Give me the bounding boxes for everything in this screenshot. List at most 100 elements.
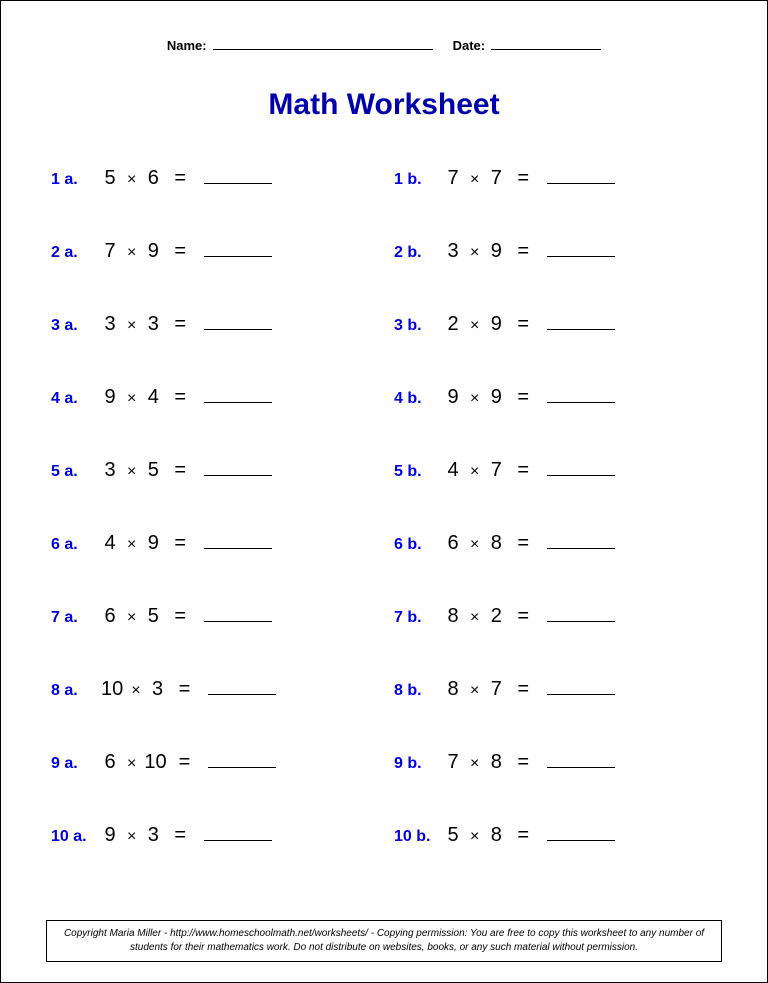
problem-item: 1 a.5×6= — [51, 167, 374, 190]
equals-sign: = — [513, 532, 533, 555]
answer-blank[interactable] — [204, 606, 272, 622]
operand-a: 6 — [444, 532, 462, 555]
copyright-footer: Copyright Maria Miller - http://www.home… — [46, 920, 722, 962]
operand-a: 8 — [444, 605, 462, 628]
answer-blank[interactable] — [547, 752, 615, 768]
operand-b: 3 — [149, 678, 167, 701]
operand-b: 5 — [144, 459, 162, 482]
problem-expression: 6×8= — [444, 532, 615, 555]
operand-b: 10 — [144, 751, 166, 774]
name-field: Name: — [167, 36, 433, 53]
problem-label: 2 b. — [394, 244, 444, 262]
operator-multiply: × — [470, 171, 479, 189]
answer-blank[interactable] — [204, 387, 272, 403]
equals-sign: = — [170, 386, 190, 409]
answer-blank[interactable] — [547, 387, 615, 403]
equals-sign: = — [170, 240, 190, 263]
problem-item: 9 a.6×10= — [51, 751, 374, 774]
equals-sign: = — [170, 459, 190, 482]
problem-expression: 3×3= — [101, 313, 272, 336]
operand-a: 10 — [101, 678, 123, 701]
operand-a: 3 — [101, 459, 119, 482]
answer-blank[interactable] — [204, 241, 272, 257]
operand-a: 9 — [101, 386, 119, 409]
operand-a: 4 — [444, 459, 462, 482]
operand-b: 9 — [144, 532, 162, 555]
equals-sign: = — [513, 313, 533, 336]
answer-blank[interactable] — [547, 168, 615, 184]
problem-label: 7 a. — [51, 609, 101, 627]
problem-item: 10 b.5×8= — [394, 824, 717, 847]
answer-blank[interactable] — [547, 314, 615, 330]
problem-label: 1 a. — [51, 171, 101, 189]
operator-multiply: × — [127, 755, 136, 773]
operand-a: 7 — [444, 751, 462, 774]
answer-blank[interactable] — [204, 168, 272, 184]
problem-label: 6 b. — [394, 536, 444, 554]
operator-multiply: × — [470, 317, 479, 335]
operator-multiply: × — [131, 682, 140, 700]
operand-b: 9 — [487, 240, 505, 263]
operator-multiply: × — [127, 828, 136, 846]
problem-item: 4 a.9×4= — [51, 386, 374, 409]
operand-b: 4 — [144, 386, 162, 409]
operand-b: 6 — [144, 167, 162, 190]
problem-expression: 8×2= — [444, 605, 615, 628]
problem-expression: 9×4= — [101, 386, 272, 409]
problem-expression: 7×8= — [444, 751, 615, 774]
operand-b: 3 — [144, 313, 162, 336]
date-label: Date: — [453, 38, 486, 53]
name-blank[interactable] — [213, 36, 433, 50]
equals-sign: = — [513, 386, 533, 409]
problem-item: 3 a.3×3= — [51, 313, 374, 336]
problem-label: 6 a. — [51, 536, 101, 554]
operand-b: 9 — [144, 240, 162, 263]
answer-blank[interactable] — [204, 314, 272, 330]
answer-blank[interactable] — [547, 533, 615, 549]
operator-multiply: × — [470, 463, 479, 481]
equals-sign: = — [513, 167, 533, 190]
date-blank[interactable] — [491, 36, 601, 50]
operand-b: 7 — [487, 678, 505, 701]
equals-sign: = — [513, 678, 533, 701]
answer-blank[interactable] — [204, 533, 272, 549]
problem-expression: 9×9= — [444, 386, 615, 409]
answer-blank[interactable] — [547, 460, 615, 476]
operand-b: 3 — [144, 824, 162, 847]
problem-label: 1 b. — [394, 171, 444, 189]
problem-item: 7 a.6×5= — [51, 605, 374, 628]
operator-multiply: × — [470, 755, 479, 773]
operand-a: 5 — [101, 167, 119, 190]
problem-item: 2 a.7×9= — [51, 240, 374, 263]
answer-blank[interactable] — [547, 825, 615, 841]
problem-expression: 2×9= — [444, 313, 615, 336]
operand-b: 5 — [144, 605, 162, 628]
answer-blank[interactable] — [204, 460, 272, 476]
answer-blank[interactable] — [208, 752, 276, 768]
problem-expression: 3×9= — [444, 240, 615, 263]
problem-item: 5 a.3×5= — [51, 459, 374, 482]
problem-item: 8 a.10×3= — [51, 678, 374, 701]
header-fields: Name: Date: — [46, 36, 722, 53]
answer-blank[interactable] — [547, 241, 615, 257]
operator-multiply: × — [127, 317, 136, 335]
equals-sign: = — [513, 824, 533, 847]
answer-blank[interactable] — [547, 679, 615, 695]
problem-expression: 6×5= — [101, 605, 272, 628]
answer-blank[interactable] — [204, 825, 272, 841]
operand-a: 6 — [101, 751, 119, 774]
operand-b: 9 — [487, 386, 505, 409]
problem-item: 4 b.9×9= — [394, 386, 717, 409]
operator-multiply: × — [470, 244, 479, 262]
operator-multiply: × — [470, 682, 479, 700]
problem-item: 5 b.4×7= — [394, 459, 717, 482]
problem-label: 9 a. — [51, 755, 101, 773]
problem-item: 1 b.7×7= — [394, 167, 717, 190]
equals-sign: = — [170, 167, 190, 190]
problem-expression: 3×5= — [101, 459, 272, 482]
problem-expression: 7×7= — [444, 167, 615, 190]
problems-grid: 1 a.5×6=1 b.7×7=2 a.7×9=2 b.3×9=3 a.3×3=… — [46, 167, 722, 847]
answer-blank[interactable] — [208, 679, 276, 695]
answer-blank[interactable] — [547, 606, 615, 622]
operator-multiply: × — [127, 609, 136, 627]
